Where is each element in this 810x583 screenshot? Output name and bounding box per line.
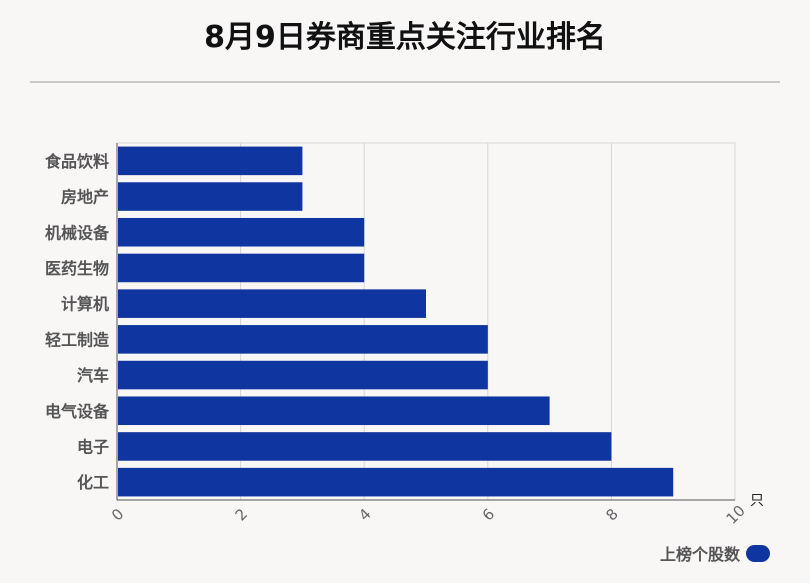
bar-8 — [118, 432, 612, 461]
category-label: 医药生物 — [45, 259, 109, 278]
bar-5 — [118, 325, 488, 354]
x-tick-label: 6 — [479, 505, 498, 524]
category-label: 化工 — [77, 473, 109, 492]
legend-swatch — [746, 544, 770, 562]
x-tick-label: 2 — [232, 505, 251, 524]
category-label: 房地产 — [61, 188, 109, 207]
category-label: 电气设备 — [45, 402, 110, 421]
x-tick-label: 10 — [723, 502, 749, 528]
x-unit-label: 只 — [750, 493, 764, 509]
category-label: 计算机 — [61, 295, 109, 314]
bar-7 — [118, 396, 550, 426]
x-tick-label: 0 — [108, 505, 127, 524]
category-label: 机械设备 — [45, 223, 110, 242]
legend[interactable]: 上榜个股数 — [660, 541, 770, 565]
chart-title: 8月9日券商重点关注行业排名 — [204, 20, 606, 55]
legend-label: 上榜个股数 — [659, 545, 740, 564]
category-label: 汽车 — [77, 366, 109, 385]
x-tick-label: 8 — [602, 505, 621, 524]
bar-4 — [118, 289, 426, 318]
bar-0 — [118, 146, 303, 176]
bar-6 — [118, 360, 488, 390]
category-label: 食品饮料 — [44, 152, 109, 171]
category-label: 电子 — [77, 437, 109, 456]
category-label: 轻工制造 — [45, 330, 110, 349]
title-divider — [30, 81, 780, 83]
bar-1 — [118, 182, 303, 211]
bar-3 — [118, 253, 365, 283]
bar-2 — [118, 217, 365, 247]
x-tick-label: 4 — [355, 505, 374, 524]
bar-9 — [118, 467, 674, 497]
